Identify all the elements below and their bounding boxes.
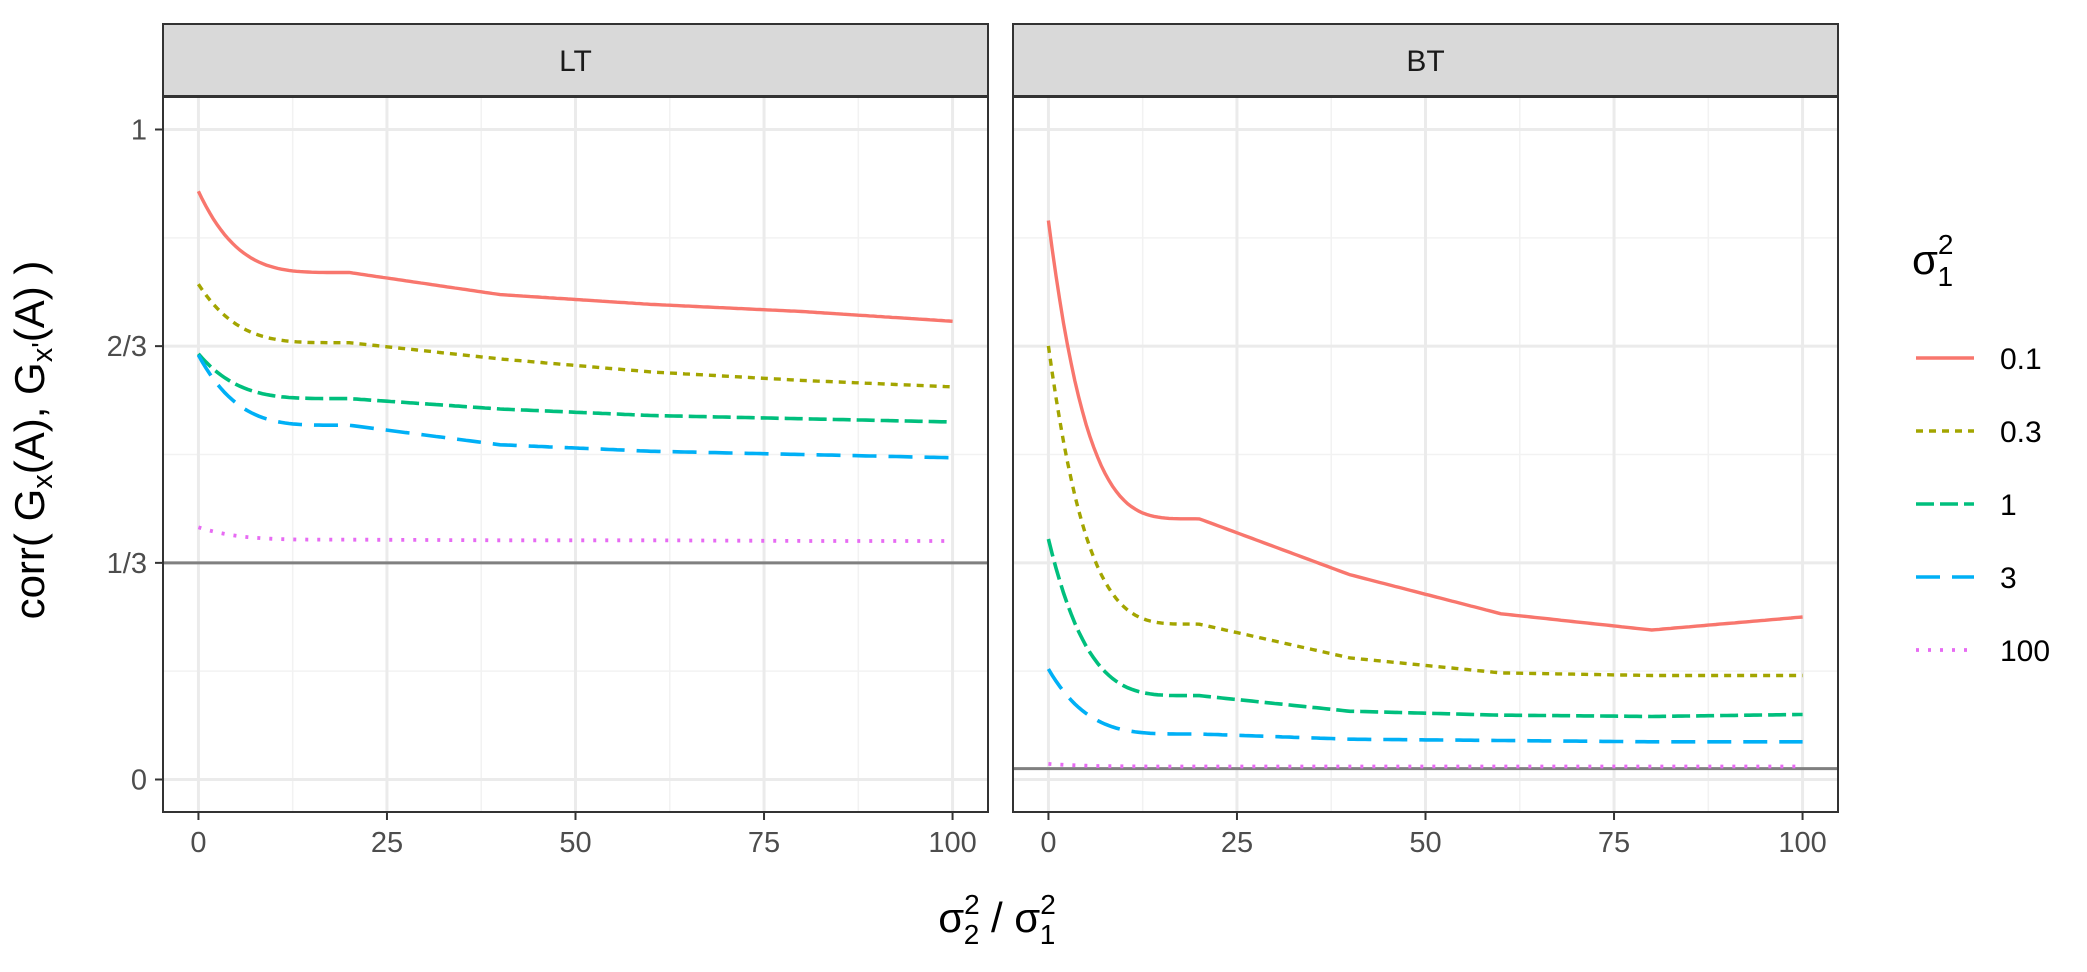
series-line-3 [196,354,953,460]
series-line-0.3 [1046,345,1803,678]
x-title-sup-2: 2 [964,889,980,920]
y-title-part-2: (A), G [6,362,53,474]
y-title-sub-2: x' [27,342,59,362]
legend-label-0.3: 0.3 [2000,416,2042,449]
legend-title-sub: 1 [1938,261,1954,292]
x-tick-label: 25 [371,827,403,859]
x-axis-title: σ2 2 / σ2 1 [938,889,1056,950]
series-line-1 [197,352,953,424]
y-title-sub-1: x [27,474,59,489]
legend-label-3: 3 [2000,562,2017,595]
x-title-sigma-1: σ [1014,894,1040,941]
y-tick-label: 0 [131,765,147,797]
x-tick-label: 0 [1040,827,1056,859]
x-tick-label: 50 [1409,827,1441,859]
legend-label-1: 1 [2000,489,2017,522]
x-title-separator: / [979,894,1014,941]
legend-title-sigma: σ [1912,236,1938,283]
series-line-0.1 [196,190,953,323]
y-title-part-1: corr( G [6,489,53,620]
x-title-sigma-2: σ [938,894,964,941]
x-tick-label: 0 [190,827,206,859]
series-line-0.1 [1046,220,1803,632]
x-tick-label: 100 [1778,827,1826,859]
x-tick-label: 25 [1221,827,1253,859]
y-axis: 0 1/3 2/3 1 [107,115,163,797]
x-tick-label: 75 [748,827,780,859]
y-axis-title: corr( Gx(A), Gx'(A) ) [6,261,59,620]
x-tick-label: 100 [928,827,976,859]
y-tick-label: 1/3 [107,548,147,580]
y-tick-label: 1 [131,115,147,147]
legend-label-0.1: 0.1 [2000,343,2042,376]
facet-strip-label: BT [1406,45,1444,78]
x-title-sub-1: 1 [1040,919,1056,950]
legend-label-100: 100 [2000,635,2050,668]
legend-title-sup: 2 [1938,229,1954,260]
legend: 0.1 0.3 1 3 100 [1916,343,2050,668]
series-line-3 [1046,668,1803,744]
facet-panel-lt: LT 0 25 50 75 100 [162,23,989,859]
series-line-0.3 [196,283,953,389]
y-tick-label: 2/3 [107,331,147,363]
facet-strip [162,23,989,97]
x-tick-label: 50 [559,827,591,859]
legend-title: σ2 1 [1912,229,1954,292]
facet-strip-label: LT [559,45,592,78]
x-title-sub-2: 2 [964,919,980,950]
y-title-part-3: (A) ) [6,261,53,343]
panels-layer: LT 0 25 50 75 100 BT 0 25 50 75 100 [162,23,1839,859]
x-tick-label: 75 [1598,827,1630,859]
series-line-1 [1046,538,1803,719]
x-title-sup-1: 2 [1040,889,1056,920]
facet-panel-bt: BT 0 25 50 75 100 [1012,23,1839,859]
